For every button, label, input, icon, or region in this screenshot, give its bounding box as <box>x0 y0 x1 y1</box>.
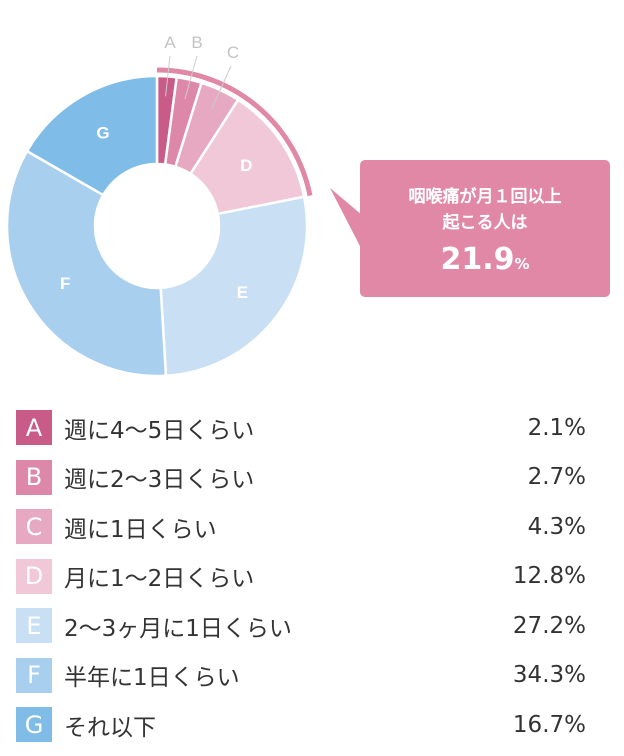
legend-value: 12.8% <box>512 563 586 590</box>
legend-item-c: C 週に1日くらい 4.3% <box>16 502 586 552</box>
legend-label: それ以下 <box>64 714 156 741</box>
slice-label-c: C <box>227 43 239 62</box>
summary-callout: 咽喉痛が月１回以上 起こる人は 21.9% <box>360 160 610 297</box>
legend-label: 月に1〜2日くらい <box>64 566 255 593</box>
legend-swatch: A <box>16 410 52 446</box>
legend-swatch: F <box>16 657 52 693</box>
callout-text-1: 咽喉痛が月１回以上 <box>408 187 562 207</box>
legend-item-b: B 週に2〜3日くらい 2.7% <box>16 453 586 503</box>
legend-label: 2〜3ヶ月に1日くらい <box>64 615 292 642</box>
legend-swatch: E <box>16 608 52 644</box>
slice-label-f: F <box>60 274 70 293</box>
legend-item-g: G それ以下 16.7% <box>16 700 586 750</box>
legend-label: 週に1日くらい <box>64 516 217 543</box>
legend-item-e: E 2〜3ヶ月に1日くらい 27.2% <box>16 601 586 651</box>
legend-value: 2.1% <box>527 414 586 441</box>
highlight-arc <box>156 67 313 197</box>
legend-item-a: A 週に4〜5日くらい 2.1% <box>16 403 586 453</box>
leader-line <box>184 55 198 100</box>
legend-item-d: D 月に1〜2日くらい 12.8% <box>16 552 586 602</box>
donut-chart: A B C D E F G <box>5 33 362 378</box>
slice-label-d: D <box>240 156 252 175</box>
legend-value: 4.3% <box>527 513 586 540</box>
legend-swatch: C <box>16 509 52 545</box>
slice-label-a: A <box>164 33 176 52</box>
callout-text-2: 起こる人は <box>442 213 528 233</box>
leader-line <box>211 65 232 109</box>
slice-e <box>159 195 309 378</box>
slice-f <box>5 149 168 378</box>
callout-number: 21.9 <box>440 242 515 277</box>
legend-value: 16.7% <box>512 711 586 738</box>
callout-value: 21.9% <box>360 242 610 277</box>
legend-swatch: G <box>16 707 52 743</box>
leader-line <box>165 55 171 97</box>
legend-label: 週に2〜3日くらい <box>64 467 255 494</box>
legend-value: 2.7% <box>527 464 586 491</box>
legend-swatch: B <box>16 459 52 495</box>
legend-value: 34.3% <box>512 662 586 689</box>
legend: A 週に4〜5日くらい 2.1% B 週に2〜3日くらい 2.7% C 週に1日くらい 4.… <box>16 403 586 750</box>
legend-label: 半年に1日くらい <box>64 665 240 692</box>
legend-label: 週に4〜5日くらい <box>64 417 255 444</box>
slice-label-g: G <box>96 123 109 142</box>
slice-label-e: E <box>237 283 248 302</box>
legend-value: 27.2% <box>512 612 586 639</box>
legend-item-f: F 半年に1日くらい 34.3% <box>16 651 586 701</box>
slice-g <box>25 74 159 197</box>
slice-label-b: B <box>191 33 202 52</box>
legend-swatch: D <box>16 558 52 594</box>
callout-unit: % <box>514 255 530 273</box>
callout-pointer <box>330 188 362 250</box>
